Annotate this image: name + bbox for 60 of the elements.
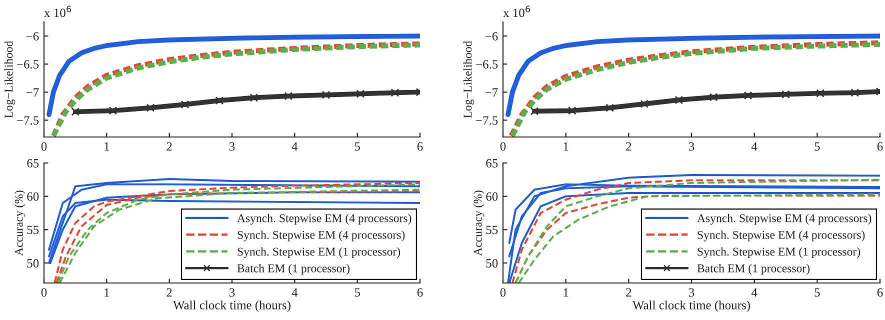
x-tick-label: 4 — [292, 142, 298, 151]
x-tick-label: 6 — [877, 142, 883, 151]
x-tick-label: 2 — [166, 288, 172, 297]
x-axis-title: Wall clock time (hours) — [632, 300, 750, 312]
y-tick-label: 65 — [486, 159, 498, 168]
y-tick-label: −6.5 — [476, 60, 498, 69]
x-tick-label: 5 — [354, 288, 360, 297]
legend-label: Synch. Stepwise EM (4 processors) — [698, 230, 865, 242]
x-axis-title: Wall clock time (hours) — [172, 300, 290, 312]
text: x 10$^{6}$ — [44, 6, 72, 18]
x-tick-label: 0 — [41, 142, 47, 151]
legend-label: Batch EM (1 processor) — [237, 264, 350, 275]
y-tick-label: −6 — [485, 32, 498, 40]
legend-label: Synch. Stepwise EM (1 processor) — [698, 247, 860, 258]
y-axis-title: Log−Likelihood — [463, 40, 474, 118]
x-tick-label: 3 — [688, 288, 694, 297]
x-tick-label: 2 — [626, 288, 632, 297]
y-tick-label: −6 — [26, 32, 39, 40]
x-tick-label: 3 — [229, 288, 235, 297]
text: x 10$^{6}$ — [503, 6, 530, 18]
y-tick-label: 60 — [486, 192, 498, 201]
x-tick-label: 6 — [417, 142, 423, 151]
y-axis-title: Log−Likelihood — [4, 40, 16, 118]
y-tick-label: 50 — [486, 259, 498, 268]
x-tick-label: 5 — [814, 142, 820, 151]
x-tick-label: 1 — [564, 142, 568, 151]
legend-label: Batch EM (1 processor) — [697, 264, 810, 275]
y-axis-title: Accuracy (%) — [14, 190, 26, 256]
y-tick-label: −7 — [26, 88, 39, 96]
y-axis-title: Accuracy (%) — [474, 190, 484, 256]
y-tick-label: 55 — [486, 226, 498, 234]
x-tick-label: 1 — [104, 288, 110, 297]
y-tick-label: −6.5 — [17, 60, 39, 69]
x-tick-label: 3 — [229, 142, 235, 151]
x-tick-label: 1 — [104, 142, 110, 151]
x-tick-label: 5 — [354, 142, 360, 151]
y-tick-label: 50 — [27, 259, 39, 268]
x-tick-label: 0 — [500, 288, 506, 297]
y-tick-label: 60 — [27, 192, 39, 201]
x-tick-label: 1 — [564, 288, 568, 297]
x-tick-label: 2 — [166, 142, 172, 151]
x-tick-label: 0 — [500, 142, 506, 151]
x-tick-label: 6 — [417, 288, 423, 297]
legend-label: Synch. Stepwise EM (4 processors) — [238, 230, 405, 242]
y-tick-label: 65 — [27, 159, 39, 168]
x-tick-label: 4 — [751, 142, 758, 151]
y-tick-label: −7 — [485, 88, 498, 96]
x-tick-label: 4 — [292, 288, 298, 297]
legend-label: Synch. Stepwise EM (1 processor) — [238, 247, 400, 258]
y-tick-label: −7.5 — [476, 116, 498, 125]
y-tick-label: 55 — [27, 226, 39, 234]
x-tick-label: 5 — [814, 288, 820, 297]
x-tick-label: 4 — [751, 288, 758, 297]
x-tick-label: 6 — [877, 288, 883, 297]
x-tick-label: 0 — [41, 288, 47, 297]
legend-label: Asynch. Stepwise EM (4 processors) — [237, 214, 412, 225]
legend-label: Asynch. Stepwise EM (4 processors) — [697, 214, 872, 225]
y-tick-label: −7.5 — [17, 116, 39, 125]
x-tick-label: 2 — [626, 142, 632, 151]
x-tick-label: 3 — [688, 142, 694, 151]
